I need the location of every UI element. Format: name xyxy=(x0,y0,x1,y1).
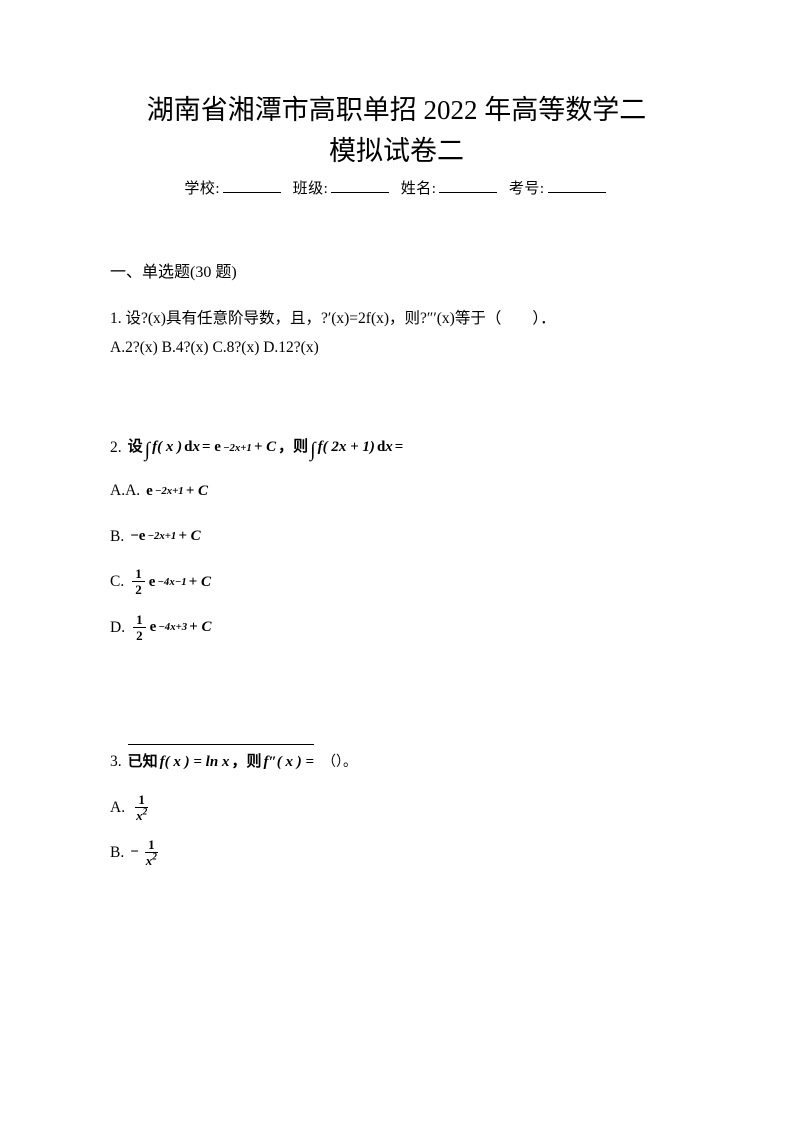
school-label: 学校: xyxy=(184,181,220,197)
q3-optA-formula: 1 x2 xyxy=(131,793,152,822)
question-1: 1. 设?(x)具有任意阶导数，且，?′(x)=2f(x)，则?″′(x)等于（… xyxy=(110,304,683,363)
q3-stem-wrap: 已知 f( x ) = ln x ，则 f″( x ) = xyxy=(128,744,314,777)
q2-option-d: D. 1 2 e−4x+3 + C xyxy=(110,613,683,642)
q2-end-eq: = xyxy=(395,433,404,462)
q3-fx: f( x ) = ln x xyxy=(160,748,230,777)
q2-optA-formula: e−2x+1 + C xyxy=(146,477,208,506)
q3-fpp: f″( x ) = xyxy=(263,748,314,777)
q3-optA-label: A. xyxy=(110,793,125,822)
spacer xyxy=(110,389,683,427)
q1-stem: 1. 设?(x)具有任意阶导数，且，?′(x)=2f(x)，则?″′(x)等于（… xyxy=(110,304,683,333)
q3A-den: x2 xyxy=(133,808,150,822)
q1-options: A.2?(x) B.4?(x) C.8?(x) D.12?(x) xyxy=(110,333,683,362)
q2-optA-label: A.A. xyxy=(110,476,140,505)
q2-option-a: A.A. e−2x+1 + C xyxy=(110,476,683,505)
examno-label: 考号: xyxy=(509,181,545,197)
q2-dx: dx xyxy=(184,433,200,462)
q3A-num: 1 xyxy=(135,793,148,808)
q3-option-b: B. − 1 x2 xyxy=(110,838,683,867)
q3-optB-formula: − 1 x2 xyxy=(130,838,162,867)
student-info-line: 学校: 班级: 姓名: 考号: xyxy=(110,177,683,198)
q2-optB-formula: −e−2x+1 + C xyxy=(130,522,200,551)
title-line-2: 模拟试卷二 xyxy=(110,131,683,172)
q3B-den: x2 xyxy=(143,853,160,867)
q2-optC-label: C. xyxy=(110,567,124,596)
q3A-den-pow: 2 xyxy=(143,807,148,817)
optD-e: e xyxy=(150,613,157,642)
optB-e: −e xyxy=(130,522,145,551)
q3-pre: 已知 xyxy=(128,748,158,777)
exam-page: 湖南省湘潭市高职单招 2022 年高等数学二 模拟试卷二 学校: 班级: 姓名:… xyxy=(0,0,793,1122)
optD-den: 2 xyxy=(133,628,146,642)
question-2: 2. 设 ∫ f( x ) dx = e−2x+1 + C ，则 ∫ f( 2x… xyxy=(110,433,683,642)
q2-dx2: dx xyxy=(377,433,393,462)
q3-mid: ，则 xyxy=(231,748,261,777)
q2-optC-formula: 1 2 e−4x−1 + C xyxy=(130,567,211,596)
q2-stem-row: 2. 设 ∫ f( x ) dx = e−2x+1 + C ，则 ∫ f( 2x… xyxy=(110,433,683,462)
q2-int2-body: f( 2x + 1) xyxy=(318,433,375,462)
name-label: 姓名: xyxy=(401,181,437,197)
q2-number: 2. xyxy=(110,433,122,462)
spacer xyxy=(110,668,683,738)
q3B-den-pow: 2 xyxy=(152,853,157,863)
optC-tail: + C xyxy=(189,568,211,597)
q3-optA-frac: 1 x2 xyxy=(133,793,150,822)
q2-eq: = e xyxy=(202,433,221,462)
q2-x2: x xyxy=(385,439,393,455)
optC-num: 1 xyxy=(132,567,145,582)
optC-e: e xyxy=(149,568,156,597)
q2-option-b: B. −e−2x+1 + C xyxy=(110,522,683,551)
q2-optC-frac: 1 2 xyxy=(132,567,145,596)
section-heading: 一、单选题(30 题) xyxy=(110,258,683,282)
q2-optD-label: D. xyxy=(110,613,125,642)
q2-stem-formula: 设 ∫ f( x ) dx = e−2x+1 + C ，则 ∫ f( 2x + … xyxy=(128,433,404,462)
q2-optD-frac: 1 2 xyxy=(133,613,146,642)
q3-optB-frac: 1 x2 xyxy=(143,838,160,867)
q2-optB-label: B. xyxy=(110,522,124,551)
optC-den: 2 xyxy=(132,582,145,596)
q3-tail: （）。 xyxy=(322,750,357,777)
q3B-num: 1 xyxy=(145,838,158,853)
q2-int1-body: f( x ) xyxy=(152,433,182,462)
q2-x: x xyxy=(192,439,200,455)
optA-e: e xyxy=(146,477,153,506)
class-label: 班级: xyxy=(293,181,329,197)
q3-optB-label: B. xyxy=(110,838,124,867)
examno-blank[interactable] xyxy=(548,177,606,193)
q3-stem-row: 3. 已知 f( x ) = ln x ，则 f″( x ) = （）。 xyxy=(110,744,683,777)
page-title: 湖南省湘潭市高职单招 2022 年高等数学二 模拟试卷二 xyxy=(110,90,683,171)
q2-mid: ，则 xyxy=(278,433,308,462)
q3-option-a: A. 1 x2 xyxy=(110,793,683,822)
title-line-1: 湖南省湘潭市高职单招 2022 年高等数学二 xyxy=(110,90,683,131)
school-blank[interactable] xyxy=(223,177,281,193)
optD-tail: + C xyxy=(189,613,211,642)
q3B-neg: − xyxy=(130,838,139,867)
optB-tail: + C xyxy=(178,522,200,551)
class-blank[interactable] xyxy=(331,177,389,193)
optA-tail: + C xyxy=(186,477,208,506)
q2-plusc: + C xyxy=(254,433,276,462)
q3-number: 3. xyxy=(110,747,122,776)
question-3: 3. 已知 f( x ) = ln x ，则 f″( x ) = （）。 A. … xyxy=(110,744,683,867)
q2-prefix: 设 xyxy=(128,433,143,462)
q2-option-c: C. 1 2 e−4x−1 + C xyxy=(110,567,683,596)
optD-num: 1 xyxy=(133,613,146,628)
q2-optD-formula: 1 2 e−4x+3 + C xyxy=(131,613,211,642)
q3-stem-formula: 已知 f( x ) = ln x ，则 f″( x ) = xyxy=(128,748,314,777)
name-blank[interactable] xyxy=(439,177,497,193)
